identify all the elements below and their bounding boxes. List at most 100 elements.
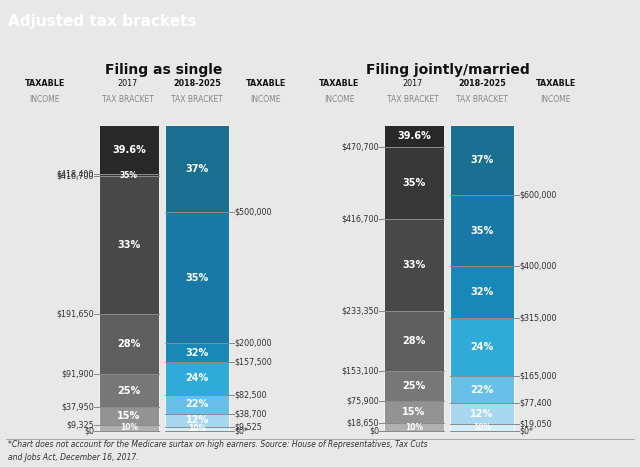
- Text: $416,700: $416,700: [56, 171, 94, 180]
- Text: INCOME: INCOME: [540, 95, 571, 104]
- Bar: [450, 424, 514, 431]
- Text: $315,000: $315,000: [519, 314, 557, 323]
- Text: $470,700: $470,700: [341, 142, 379, 151]
- Text: $165,000: $165,000: [519, 372, 557, 381]
- Bar: [165, 125, 229, 212]
- Text: $0: $0: [84, 426, 94, 435]
- Bar: [165, 426, 229, 431]
- Text: 15%: 15%: [402, 407, 426, 417]
- Text: 22%: 22%: [186, 399, 209, 409]
- Bar: [99, 125, 159, 175]
- Bar: [165, 395, 229, 414]
- Text: 15%: 15%: [117, 411, 141, 421]
- Text: $0: $0: [369, 426, 379, 435]
- Bar: [384, 371, 444, 401]
- Text: $19,050: $19,050: [519, 419, 552, 429]
- Text: $38,700: $38,700: [234, 409, 267, 418]
- Text: 25%: 25%: [117, 386, 141, 396]
- Text: Filing jointly/married: Filing jointly/married: [366, 63, 530, 77]
- Text: TAXABLE: TAXABLE: [536, 78, 575, 87]
- Bar: [450, 318, 514, 376]
- Bar: [450, 376, 514, 403]
- Text: TAX BRACKET: TAX BRACKET: [456, 95, 508, 104]
- Bar: [99, 176, 159, 313]
- Text: 32%: 32%: [186, 347, 209, 358]
- Text: $600,000: $600,000: [519, 191, 556, 200]
- Text: $233,350: $233,350: [341, 306, 379, 315]
- Bar: [450, 266, 514, 318]
- Text: Adjusted tax brackets: Adjusted tax brackets: [8, 14, 196, 29]
- Text: Filing as single: Filing as single: [104, 63, 222, 77]
- Text: TAX BRACKET: TAX BRACKET: [102, 95, 154, 104]
- Text: 39.6%: 39.6%: [397, 131, 431, 141]
- Text: $82,500: $82,500: [234, 390, 267, 399]
- Text: 2017: 2017: [118, 78, 138, 87]
- Text: 2018-2025: 2018-2025: [458, 78, 506, 87]
- Bar: [384, 147, 444, 219]
- Text: $75,900: $75,900: [346, 396, 379, 405]
- Text: 25%: 25%: [402, 381, 426, 391]
- Bar: [99, 425, 159, 431]
- Text: 28%: 28%: [402, 336, 426, 346]
- Text: $153,100: $153,100: [341, 367, 379, 375]
- Text: TAX BRACKET: TAX BRACKET: [171, 95, 223, 104]
- Text: $191,650: $191,650: [56, 309, 94, 318]
- Text: 10%: 10%: [188, 424, 206, 433]
- Bar: [384, 125, 444, 147]
- Text: INCOME: INCOME: [29, 95, 60, 104]
- Text: 28%: 28%: [117, 339, 141, 349]
- Text: TAXABLE: TAXABLE: [25, 78, 65, 87]
- Text: $157,500: $157,500: [234, 357, 272, 367]
- Text: INCOME: INCOME: [324, 95, 355, 104]
- Text: 35%: 35%: [120, 171, 138, 180]
- Text: $416,700: $416,700: [341, 214, 379, 223]
- Bar: [384, 219, 444, 311]
- Text: 2017: 2017: [403, 78, 423, 87]
- Text: TAXABLE: TAXABLE: [246, 78, 285, 87]
- Text: 39.6%: 39.6%: [112, 145, 146, 155]
- Text: 12%: 12%: [470, 409, 493, 419]
- Text: 33%: 33%: [402, 260, 426, 269]
- Text: $9,525: $9,525: [234, 422, 262, 431]
- Text: $18,650: $18,650: [346, 419, 379, 428]
- Text: INCOME: INCOME: [250, 95, 281, 104]
- Text: *Chart does not account for the Medicare surtax on high earners. Source: House o: *Chart does not account for the Medicare…: [8, 439, 428, 462]
- Text: $500,000: $500,000: [234, 208, 272, 217]
- Bar: [384, 423, 444, 431]
- Text: TAXABLE: TAXABLE: [319, 78, 359, 87]
- Text: $77,400: $77,400: [519, 399, 552, 408]
- Bar: [165, 414, 229, 426]
- Text: 37%: 37%: [470, 156, 493, 165]
- Text: $9,325: $9,325: [67, 420, 94, 430]
- Text: 22%: 22%: [470, 385, 493, 395]
- Text: 32%: 32%: [470, 287, 493, 297]
- Text: 37%: 37%: [186, 164, 209, 174]
- Bar: [99, 175, 159, 176]
- Text: $0*: $0*: [519, 426, 533, 435]
- Bar: [384, 401, 444, 423]
- Text: 10%: 10%: [473, 423, 491, 432]
- Bar: [99, 408, 159, 425]
- Bar: [165, 343, 229, 362]
- Text: $91,900: $91,900: [61, 370, 94, 379]
- Text: $418,400: $418,400: [57, 170, 94, 179]
- Bar: [99, 313, 159, 375]
- Text: $200,000: $200,000: [234, 339, 272, 348]
- Text: $0*: $0*: [234, 426, 248, 435]
- Bar: [99, 375, 159, 408]
- Text: 10%: 10%: [404, 423, 423, 432]
- Text: $400,000: $400,000: [519, 261, 556, 270]
- Text: 33%: 33%: [117, 240, 141, 250]
- Bar: [450, 403, 514, 424]
- Bar: [450, 125, 514, 195]
- Text: 10%: 10%: [120, 423, 138, 432]
- Text: 24%: 24%: [186, 373, 209, 383]
- Text: 2018-2025: 2018-2025: [173, 78, 221, 87]
- Text: 35%: 35%: [186, 273, 209, 283]
- Bar: [384, 311, 444, 371]
- Text: 35%: 35%: [402, 177, 426, 188]
- Text: $37,950: $37,950: [61, 403, 94, 412]
- Text: 35%: 35%: [470, 226, 493, 235]
- Bar: [165, 212, 229, 343]
- Text: TAX BRACKET: TAX BRACKET: [387, 95, 439, 104]
